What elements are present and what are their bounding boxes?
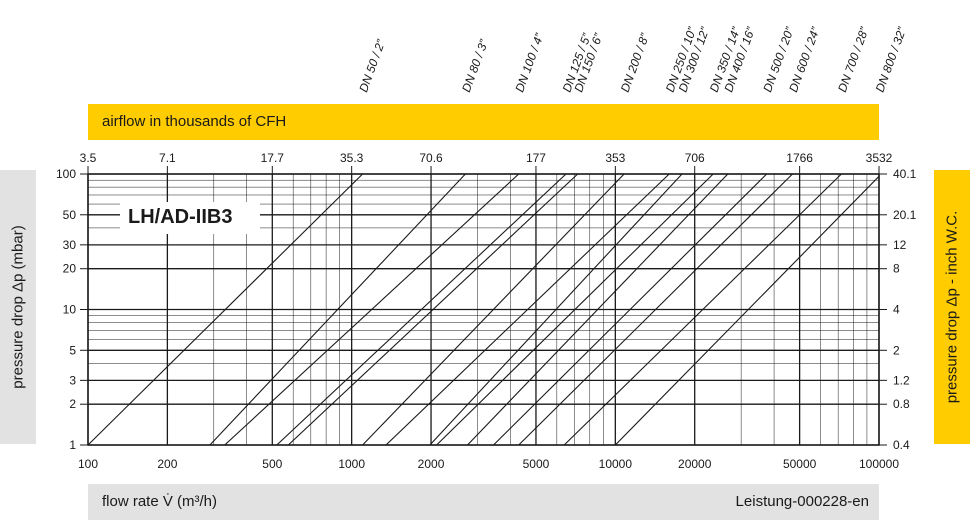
- series-line: [88, 174, 363, 445]
- y2-tick-label: 4: [893, 303, 900, 317]
- x-axis-title: flow rate V̇ (m³/h): [102, 493, 218, 510]
- series-lines: [88, 174, 879, 445]
- y2-axis-title: pressure drop Δp - inch W.C.: [943, 210, 961, 404]
- y-tick-label: 10: [63, 303, 77, 317]
- series-line: [224, 174, 520, 445]
- x-tick-label: 10000: [599, 457, 633, 471]
- x2-tick-label: 7.1: [159, 151, 176, 165]
- dn-labels: DN 50 / 2” DN 80 / 3” DN 100 / 4” DN 125 / …: [356, 24, 909, 94]
- y-axis-title: pressure drop Δp (mbar): [9, 225, 27, 389]
- x-tick-label: 2000: [418, 457, 445, 471]
- x2-tick-label: 706: [685, 151, 705, 165]
- top-axis-title: airflow in thousands of CFH: [102, 113, 287, 130]
- y2-tick-label: 1.2: [893, 373, 910, 387]
- right-axis-band: pressure drop Δp - inch W.C.: [934, 170, 970, 444]
- dn-label: DN 50 / 2”: [356, 37, 388, 94]
- x-tick-label: 100000: [859, 457, 899, 471]
- series-line: [493, 174, 768, 445]
- x2-tick-label: 3532: [866, 151, 893, 165]
- x2-tick-label: 35.3: [340, 151, 364, 165]
- reference-code: Leistung-000228-en: [735, 493, 869, 510]
- series-line: [385, 174, 670, 445]
- y2-tick-label: 8: [893, 262, 900, 276]
- series-line: [429, 174, 683, 445]
- x-tick-label: 20000: [678, 457, 712, 471]
- y-tick-label: 3: [69, 373, 76, 387]
- bottom-axis-band: flow rate V̇ (m³/h) Leistung-000228-en: [88, 484, 879, 520]
- y-tick-label: 20: [63, 262, 77, 276]
- x-tick-label: 200: [157, 457, 177, 471]
- y2-tick-label: 0.8: [893, 397, 910, 411]
- dn-label: DN 800 / 32”: [873, 24, 910, 94]
- top-axis-band: airflow in thousands of CFH: [88, 104, 879, 140]
- x-tick-label: 100: [78, 457, 98, 471]
- series-line: [209, 174, 466, 445]
- y-tick-label: 30: [63, 238, 77, 252]
- dn-label: DN 200 / 8”: [618, 31, 652, 94]
- series-line: [287, 174, 579, 445]
- y-tick-label: 5: [69, 343, 76, 357]
- x2-tick-label: 353: [605, 151, 625, 165]
- x-tick-label: 500: [262, 457, 282, 471]
- y2-tick-label: 0.4: [893, 438, 910, 452]
- y-tick-label: 2: [69, 397, 76, 411]
- y-tick-label: 1: [69, 438, 76, 452]
- model-label: LH/AD-IIB3: [128, 206, 233, 228]
- x2-tick-label: 70.6: [419, 151, 443, 165]
- dn-label: DN 100 / 4”: [512, 31, 546, 94]
- x-tick-label: 50000: [783, 457, 817, 471]
- axes: 100 200 500 1000 2000 5000 10000 20000 50000 1000…: [56, 151, 917, 471]
- dn-label: DN 700 / 28”: [835, 24, 872, 94]
- y2-tick-label: 40.1: [893, 167, 917, 181]
- y2-tick-label: 12: [893, 238, 907, 252]
- series-line: [467, 174, 729, 445]
- series-line: [436, 174, 714, 445]
- x-tick-label: 5000: [523, 457, 550, 471]
- y2-tick-label: 2: [893, 343, 900, 357]
- x-tick-label: 1000: [338, 457, 365, 471]
- x2-tick-label: 1766: [786, 151, 813, 165]
- model-badge: LH/AD-IIB3: [120, 202, 260, 234]
- y2-tick-label: 20.1: [893, 208, 917, 222]
- left-axis-band: pressure drop Δp (mbar): [0, 170, 36, 444]
- series-line: [362, 174, 625, 445]
- y-tick-label: 50: [63, 208, 77, 222]
- series-line: [518, 174, 793, 445]
- series-line: [614, 175, 879, 445]
- y-tick-label: 100: [56, 167, 76, 181]
- x2-tick-label: 177: [526, 151, 546, 165]
- series-line: [276, 174, 567, 445]
- dn-label: DN 80 / 3”: [459, 37, 491, 94]
- series-line: [563, 174, 842, 445]
- x2-tick-label: 17.7: [261, 151, 285, 165]
- x2-tick-label: 3.5: [80, 151, 97, 165]
